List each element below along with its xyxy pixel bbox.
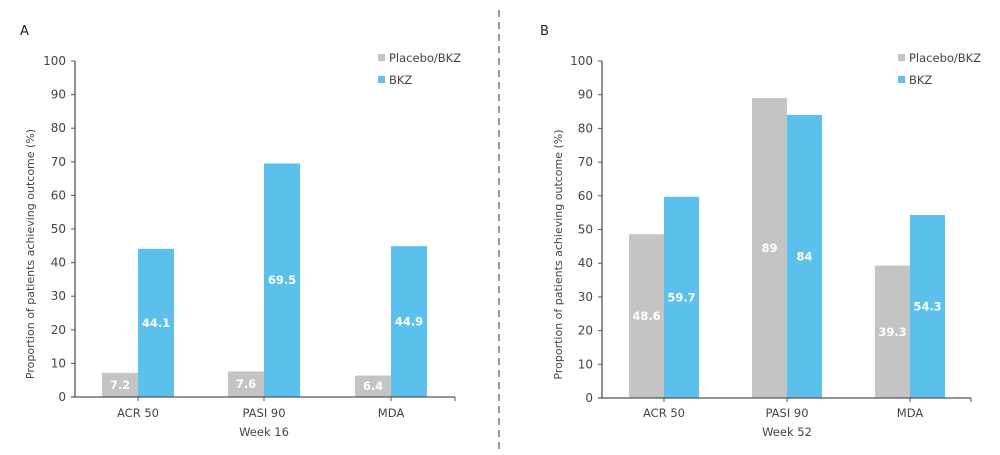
panel-label-a: A (20, 24, 29, 39)
y-tick-label: 50 (51, 222, 66, 236)
y-tick-label: 90 (578, 88, 593, 102)
y-tick-label: 70 (51, 155, 66, 169)
bar-bkz-pasi-90 (787, 114, 822, 399)
panel-a: A 7.2 7.6 6.4 44.1 69.5 44.9 0 10 20 30 40 50 60 70 80… (20, 24, 461, 439)
bar-placebo-mda (875, 265, 910, 398)
y-tick-label: 80 (578, 121, 593, 135)
legend-swatch-bkz (378, 76, 385, 83)
x-category-label: MDA (897, 406, 924, 420)
data-label: 84 (796, 249, 812, 263)
y-tick-label: 70 (578, 155, 593, 169)
x-category-label: MDA (378, 406, 405, 420)
x-category-label: PASI 90 (242, 406, 285, 420)
data-label: 7.2 (110, 378, 130, 392)
x-category-label: ACR 50 (643, 406, 685, 420)
y-tick-label: 50 (578, 223, 593, 237)
y-tick-label: 30 (578, 290, 593, 304)
bar-placebo-mda (355, 375, 391, 397)
legend-label-placebo: Placebo/BKZ (389, 51, 461, 65)
data-label: 44.9 (395, 315, 423, 329)
y-tick-label: 0 (58, 390, 66, 404)
y-tick-label: 80 (51, 121, 66, 135)
data-label: 44.1 (142, 316, 170, 330)
y-tick-label: 10 (578, 357, 593, 371)
y-tick-label: 0 (585, 391, 593, 405)
bar-bkz-acr-50 (138, 248, 174, 397)
legend-label-bkz: BKZ (909, 73, 932, 87)
x-category-label: PASI 90 (765, 406, 808, 420)
y-tick-label: 10 (51, 356, 66, 370)
data-label: 69.5 (268, 273, 296, 287)
y-tick-label: 60 (51, 188, 66, 202)
bar-placebo-acr-50 (102, 372, 138, 397)
data-label: 6.4 (363, 379, 383, 393)
x-category-label: ACR 50 (117, 406, 159, 420)
x-axis-title: Week 16 (239, 425, 289, 439)
data-label: 7.6 (236, 377, 256, 391)
bar-bkz-acr-50 (664, 196, 699, 398)
y-axis-title: Proportion of patients achieving outcome… (552, 129, 565, 379)
data-label: 89 (761, 241, 777, 255)
bar-bkz-mda (391, 246, 427, 397)
bar-placebo-pasi-90 (752, 98, 787, 398)
bar-placebo-acr-50 (629, 234, 664, 398)
legend-swatch-placebo (898, 54, 905, 61)
legend-swatch-bkz (898, 76, 905, 83)
panel-label-b: B (540, 24, 549, 39)
y-tick-label: 20 (578, 324, 593, 338)
panel-b: B 48.6 89 39.3 59.7 84 54.3 0 10 20 30 40 50 60 70 80 9… (540, 24, 981, 439)
legend-label-bkz: BKZ (389, 73, 412, 87)
y-axis-title: Proportion of patients achieving outcome… (24, 129, 37, 379)
y-tick-label: 60 (578, 189, 593, 203)
legend-swatch-placebo (378, 54, 385, 61)
bar-bkz-mda (910, 215, 945, 398)
y-tick-label: 40 (51, 256, 66, 270)
bar-bkz-pasi-90 (264, 163, 300, 397)
x-axis-title: Week 52 (762, 425, 812, 439)
data-label: 54.3 (913, 300, 941, 314)
y-tick-label: 30 (51, 289, 66, 303)
y-tick-label: 100 (43, 54, 66, 68)
y-tick-label: 40 (578, 256, 593, 270)
y-tick-label: 20 (51, 323, 66, 337)
y-tick-label: 90 (51, 88, 66, 102)
data-label: 48.6 (632, 309, 660, 323)
data-label: 59.7 (667, 290, 695, 304)
y-tick-label: 100 (570, 54, 593, 68)
legend-label-placebo: Placebo/BKZ (909, 51, 981, 65)
bar-placebo-pasi-90 (228, 371, 264, 397)
data-label: 39.3 (878, 325, 906, 339)
